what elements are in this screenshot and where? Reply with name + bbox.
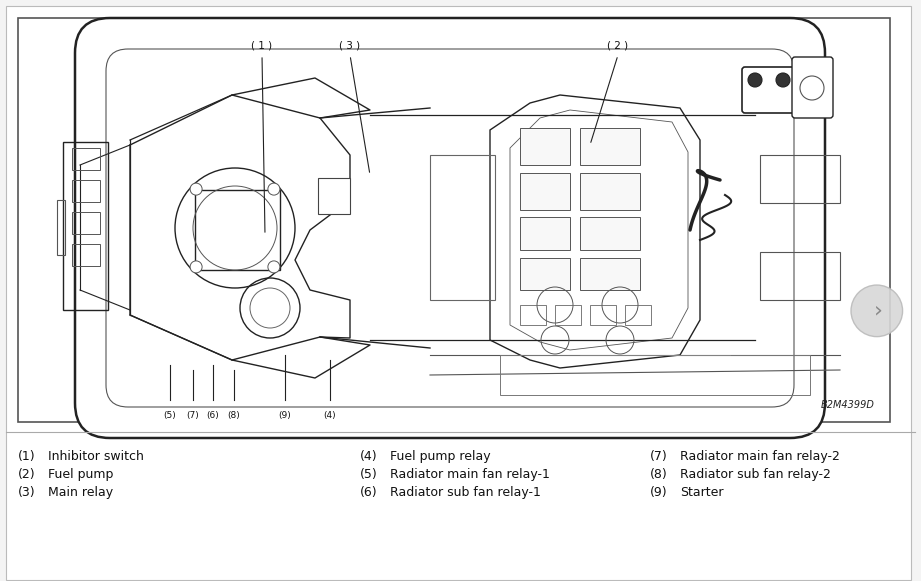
Circle shape <box>190 261 202 273</box>
Text: (5): (5) <box>360 468 378 481</box>
FancyBboxPatch shape <box>520 217 570 250</box>
FancyBboxPatch shape <box>792 57 833 118</box>
Text: ›: › <box>874 301 883 321</box>
Text: Main relay: Main relay <box>48 486 113 499</box>
Text: (8): (8) <box>650 468 668 481</box>
Text: Inhibitor switch: Inhibitor switch <box>48 450 144 463</box>
Polygon shape <box>490 95 700 368</box>
FancyBboxPatch shape <box>520 128 570 165</box>
Polygon shape <box>130 95 350 360</box>
Text: Starter: Starter <box>680 486 724 499</box>
FancyBboxPatch shape <box>580 173 640 210</box>
Text: ( 1 ): ( 1 ) <box>251 40 273 50</box>
Text: (8): (8) <box>227 411 240 420</box>
Text: Radiator sub fan relay-1: Radiator sub fan relay-1 <box>390 486 541 499</box>
FancyBboxPatch shape <box>742 67 803 113</box>
FancyBboxPatch shape <box>580 128 640 165</box>
FancyBboxPatch shape <box>6 6 911 580</box>
Text: Radiator main fan relay-2: Radiator main fan relay-2 <box>680 450 840 463</box>
Text: (7): (7) <box>187 411 199 420</box>
FancyBboxPatch shape <box>520 173 570 210</box>
Text: (6): (6) <box>206 411 219 420</box>
Circle shape <box>776 73 790 87</box>
Text: Radiator main fan relay-1: Radiator main fan relay-1 <box>390 468 550 481</box>
Text: (5): (5) <box>164 411 177 420</box>
Text: (4): (4) <box>323 411 336 420</box>
Circle shape <box>268 261 280 273</box>
Text: (9): (9) <box>279 411 291 420</box>
Text: (4): (4) <box>360 450 378 463</box>
FancyBboxPatch shape <box>580 217 640 250</box>
Text: (2): (2) <box>18 468 36 481</box>
Circle shape <box>190 183 202 195</box>
Text: (7): (7) <box>650 450 668 463</box>
Text: Fuel pump relay: Fuel pump relay <box>390 450 491 463</box>
Text: ( 2 ): ( 2 ) <box>608 40 628 50</box>
FancyBboxPatch shape <box>75 18 825 438</box>
FancyBboxPatch shape <box>580 258 640 290</box>
Circle shape <box>851 285 903 336</box>
Circle shape <box>748 73 762 87</box>
Circle shape <box>268 183 280 195</box>
Text: (6): (6) <box>360 486 378 499</box>
FancyBboxPatch shape <box>520 258 570 290</box>
FancyBboxPatch shape <box>318 178 350 214</box>
Text: (3): (3) <box>18 486 36 499</box>
Text: Radiator sub fan relay-2: Radiator sub fan relay-2 <box>680 468 831 481</box>
Text: Fuel pump: Fuel pump <box>48 468 113 481</box>
Text: (9): (9) <box>650 486 668 499</box>
Text: ( 3 ): ( 3 ) <box>340 40 360 50</box>
Text: (1): (1) <box>18 450 36 463</box>
FancyBboxPatch shape <box>18 18 890 422</box>
Text: B2M4399D: B2M4399D <box>822 400 875 410</box>
